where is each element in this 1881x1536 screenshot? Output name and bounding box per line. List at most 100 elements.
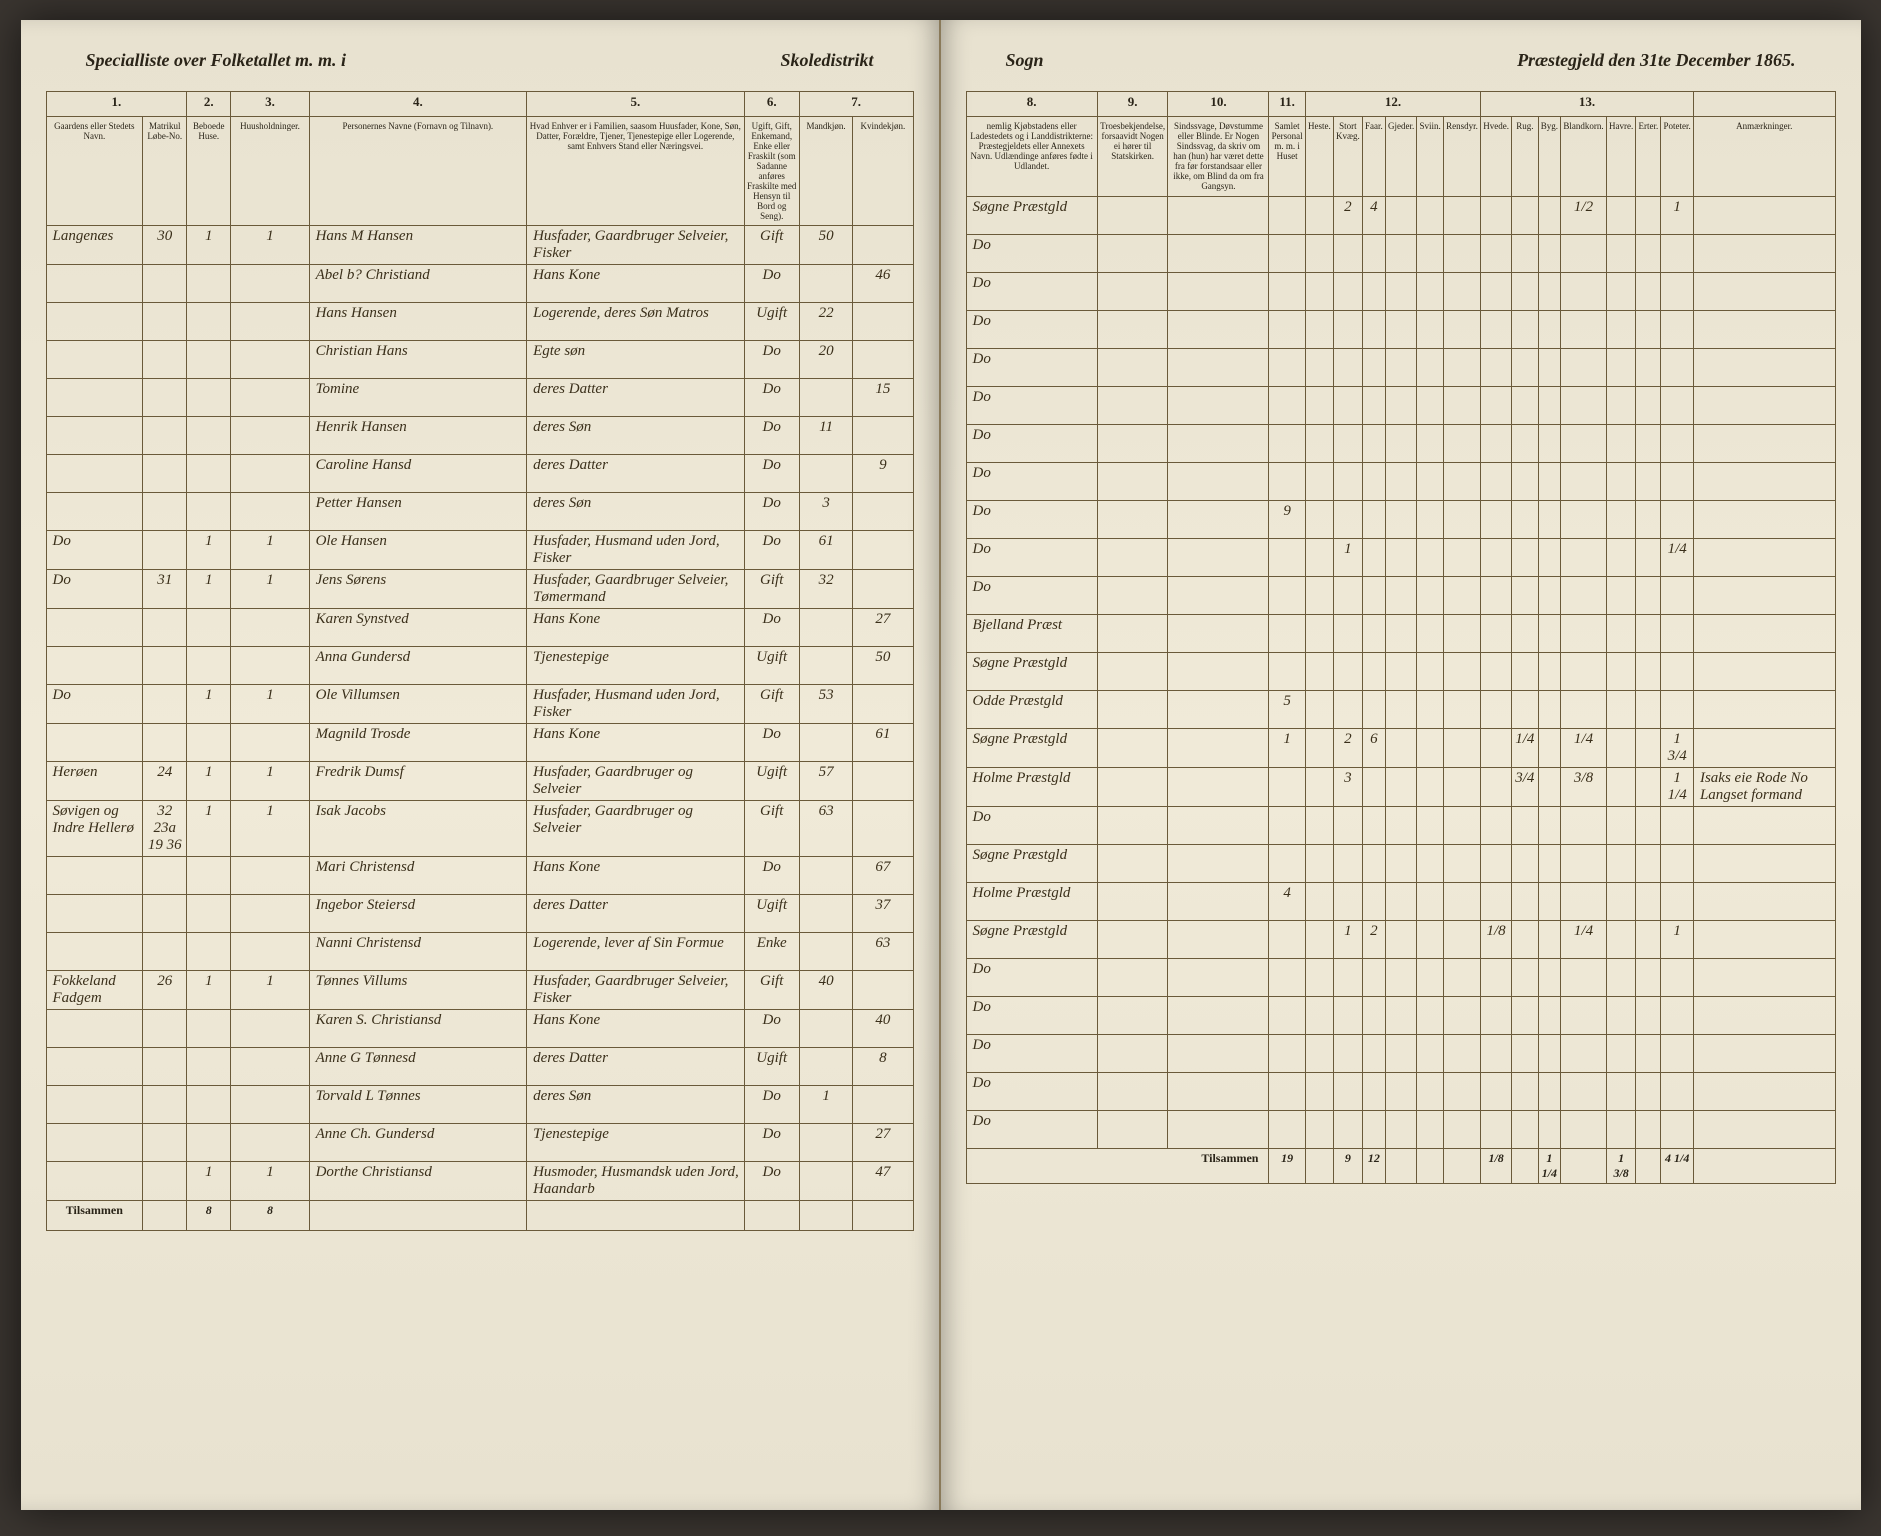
table-row: Nanni Christensd Logerende, lever af Sin… xyxy=(46,933,913,971)
cell-remark xyxy=(1693,883,1835,921)
table-row: Torvald L Tønnes deres Søn Do 1 xyxy=(46,1086,913,1124)
cell-poteter xyxy=(1661,501,1694,539)
cell-sviin xyxy=(1417,197,1444,235)
cell-pers xyxy=(1269,349,1305,387)
cell-pers xyxy=(1269,1073,1305,1111)
cell-rens xyxy=(1443,691,1480,729)
cell-rug xyxy=(1512,349,1538,387)
cell-havre xyxy=(1606,691,1636,729)
cell-poteter: 1 xyxy=(1661,197,1694,235)
table-row: Holme Præstgld 3 3/4 3/8 1 1/4 Isaks eie… xyxy=(966,768,1835,807)
cell-place xyxy=(46,1048,143,1086)
cell-remark xyxy=(1693,921,1835,959)
footer-blank xyxy=(143,1201,187,1231)
cell-faith xyxy=(1097,845,1168,883)
cell-gjeder xyxy=(1385,921,1417,959)
cell-hh: 1 xyxy=(231,570,309,609)
footer-blank2 xyxy=(309,1201,527,1231)
cell-occ: deres Datter xyxy=(527,379,745,417)
cell-remark xyxy=(1693,197,1835,235)
cell-byg xyxy=(1538,615,1561,653)
cell-faith xyxy=(1097,653,1168,691)
cell-h xyxy=(187,857,231,895)
cell-hh: 1 xyxy=(231,531,309,570)
sub-matr: Matrikul Løbe-No. xyxy=(143,117,187,226)
cell-age-m xyxy=(799,895,852,933)
cell-age-f xyxy=(853,971,913,1010)
cell-h: 1 xyxy=(187,762,231,801)
cell-status: Do xyxy=(744,1162,799,1201)
cell-cond xyxy=(1168,577,1269,615)
cell-havre xyxy=(1606,197,1636,235)
cell-remark xyxy=(1693,845,1835,883)
cell-name: Ole Hansen xyxy=(309,531,527,570)
footer-hh: 8 xyxy=(231,1201,309,1231)
cell-hvede xyxy=(1481,691,1512,729)
cell-kvag xyxy=(1333,273,1362,311)
cell-status: Do xyxy=(744,265,799,303)
cell-pers xyxy=(1269,959,1305,997)
cell-hh: 1 xyxy=(231,1162,309,1201)
cell-place xyxy=(46,933,143,971)
cell-pers: 4 xyxy=(1269,883,1305,921)
cell-hh: 1 xyxy=(231,762,309,801)
cell-status: Ugift xyxy=(744,762,799,801)
cell-havre xyxy=(1606,729,1636,768)
cell-name: Ingebor Steiersd xyxy=(309,895,527,933)
cell-status: Do xyxy=(744,1086,799,1124)
col-3: 3. xyxy=(231,92,309,117)
cell-rug xyxy=(1512,845,1538,883)
cell-pers xyxy=(1269,921,1305,959)
cell-bland xyxy=(1561,311,1607,349)
col-2: 2. xyxy=(187,92,231,117)
cell-sviin xyxy=(1417,501,1444,539)
cell-poteter xyxy=(1661,997,1694,1035)
cell-erter xyxy=(1636,653,1661,691)
cell-heste xyxy=(1305,349,1333,387)
table-row: Ingebor Steiersd deres Datter Ugift 37 xyxy=(46,895,913,933)
cell-cond xyxy=(1168,615,1269,653)
cell-faar xyxy=(1362,807,1385,845)
cell-poteter xyxy=(1661,959,1694,997)
cell-faith xyxy=(1097,463,1168,501)
cell-byg xyxy=(1538,387,1561,425)
cell-poteter xyxy=(1661,311,1694,349)
cell-no xyxy=(143,1048,187,1086)
cell-havre xyxy=(1606,883,1636,921)
cell-rug xyxy=(1512,463,1538,501)
cell-kvag xyxy=(1333,1073,1362,1111)
cell-birth: Do xyxy=(966,387,1097,425)
cell-remark xyxy=(1693,997,1835,1035)
table-row: Karen S. Christiansd Hans Kone Do 40 xyxy=(46,1010,913,1048)
table-row: Tomine deres Datter Do 15 xyxy=(46,379,913,417)
cell-kvag xyxy=(1333,349,1362,387)
table-row: Magnild Trosde Hans Kone Do 61 xyxy=(46,724,913,762)
sub-heste: Heste. xyxy=(1305,117,1333,197)
rfooter-heste xyxy=(1305,1149,1333,1184)
cell-sviin xyxy=(1417,691,1444,729)
cell-name: Fredrik Dumsf xyxy=(309,762,527,801)
cell-byg xyxy=(1538,691,1561,729)
cell-gjeder xyxy=(1385,273,1417,311)
cell-hh xyxy=(231,379,309,417)
cell-gjeder xyxy=(1385,768,1417,807)
cell-faar xyxy=(1362,387,1385,425)
cell-havre xyxy=(1606,425,1636,463)
cell-age-f: 9 xyxy=(853,455,913,493)
cell-pers xyxy=(1269,577,1305,615)
cell-age-f: 47 xyxy=(853,1162,913,1201)
cell-place xyxy=(46,1162,143,1201)
table-row: Do 1 1 Ole Hansen Husfader, Husmand uden… xyxy=(46,531,913,570)
cell-cond xyxy=(1168,883,1269,921)
sub-occ: Hvad Enhver er i Familien, saasom Huusfa… xyxy=(527,117,745,226)
cell-place xyxy=(46,493,143,531)
table-row: Mari Christensd Hans Kone Do 67 xyxy=(46,857,913,895)
cell-byg xyxy=(1538,197,1561,235)
table-row: Søgne Præstgld xyxy=(966,653,1835,691)
cell-occ: Husfader, Gaardbruger og Selveier xyxy=(527,762,745,801)
cell-cond xyxy=(1168,768,1269,807)
cell-rug xyxy=(1512,921,1538,959)
cell-kvag xyxy=(1333,615,1362,653)
cell-faar: 2 xyxy=(1362,921,1385,959)
cell-faar xyxy=(1362,463,1385,501)
